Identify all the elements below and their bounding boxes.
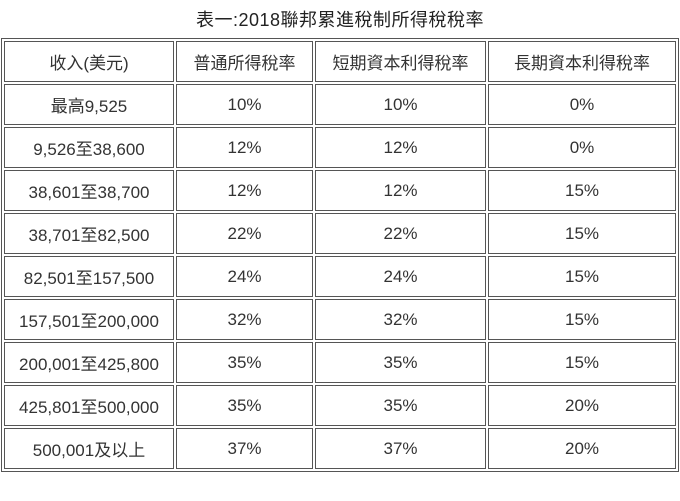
table-row: 最高9,525 10% 10% 0% [4, 84, 676, 125]
table-cell: 9,526至38,600 [4, 127, 174, 168]
table-cell: 37% [176, 428, 313, 469]
column-header-long-term-capital-gains-rate: 長期資本利得稅率 [488, 41, 676, 82]
table-cell: 38,601至38,700 [4, 170, 174, 211]
table-row: 200,001至425,800 35% 35% 15% [4, 342, 676, 383]
table-cell: 35% [315, 385, 486, 426]
tax-rate-table: 收入(美元) 普通所得稅率 短期資本利得稅率 長期資本利得稅率 最高9,525 1… [1, 38, 679, 472]
table-cell: 425,801至500,000 [4, 385, 174, 426]
table-row: 500,001及以上 37% 37% 20% [4, 428, 676, 469]
table-header-row: 收入(美元) 普通所得稅率 短期資本利得稅率 長期資本利得稅率 [4, 41, 676, 82]
table-cell: 35% [176, 385, 313, 426]
table-cell: 22% [315, 213, 486, 254]
table-cell: 12% [176, 127, 313, 168]
table-cell: 35% [315, 342, 486, 383]
table-cell: 35% [176, 342, 313, 383]
table-cell: 10% [176, 84, 313, 125]
table-cell: 15% [488, 170, 676, 211]
table-cell: 10% [315, 84, 486, 125]
table-cell: 20% [488, 385, 676, 426]
column-header-income: 收入(美元) [4, 41, 174, 82]
column-header-ordinary-income-tax-rate: 普通所得稅率 [176, 41, 313, 82]
table-row: 9,526至38,600 12% 12% 0% [4, 127, 676, 168]
table-cell: 82,501至157,500 [4, 256, 174, 297]
table-cell: 200,001至425,800 [4, 342, 174, 383]
table-cell: 12% [176, 170, 313, 211]
table-cell: 24% [315, 256, 486, 297]
table-cell: 38,701至82,500 [4, 213, 174, 254]
page-title: 表一:2018聯邦累進稅制所得稅稅率 [195, 10, 485, 30]
table-cell: 0% [488, 127, 676, 168]
table-row: 157,501至200,000 32% 32% 15% [4, 299, 676, 340]
table-cell: 32% [315, 299, 486, 340]
table-cell: 157,501至200,000 [4, 299, 174, 340]
table-cell: 12% [315, 127, 486, 168]
table-cell: 最高9,525 [4, 84, 174, 125]
table-cell: 20% [488, 428, 676, 469]
table-row: 38,701至82,500 22% 22% 15% [4, 213, 676, 254]
table-row: 425,801至500,000 35% 35% 20% [4, 385, 676, 426]
table-cell: 0% [488, 84, 676, 125]
table-cell: 15% [488, 342, 676, 383]
table-cell: 37% [315, 428, 486, 469]
table-cell: 15% [488, 213, 676, 254]
table-cell: 15% [488, 299, 676, 340]
table-body: 最高9,525 10% 10% 0% 9,526至38,600 12% 12% 0% 38,60… [4, 84, 676, 469]
table-cell: 24% [176, 256, 313, 297]
table-cell: 12% [315, 170, 486, 211]
table-cell: 22% [176, 213, 313, 254]
column-header-short-term-capital-gains-rate: 短期資本利得稅率 [315, 41, 486, 82]
table-cell: 15% [488, 256, 676, 297]
table-cell: 32% [176, 299, 313, 340]
table-row: 82,501至157,500 24% 24% 15% [4, 256, 676, 297]
table-row: 38,601至38,700 12% 12% 15% [4, 170, 676, 211]
table-cell: 500,001及以上 [4, 428, 174, 469]
